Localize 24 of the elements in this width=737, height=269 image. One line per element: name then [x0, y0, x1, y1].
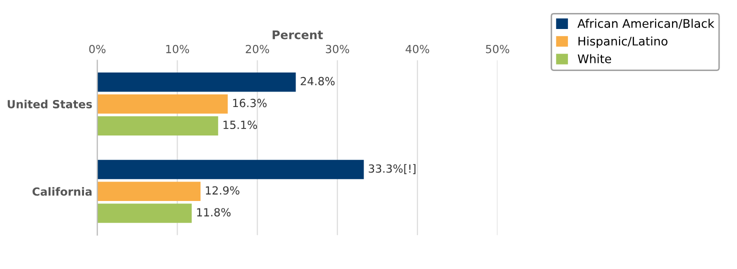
data-label: 15.1% — [224, 120, 257, 130]
bar — [97, 160, 364, 180]
data-label: 33.3%[!] — [368, 164, 416, 174]
data-label: 16.3% — [233, 98, 267, 108]
data-label: 11.8% — [197, 208, 231, 216]
x-tick-label: 10% — [166, 44, 190, 54]
data-label: 24.8% — [300, 76, 335, 86]
bar — [97, 204, 192, 223]
x-tick-label: 40% — [406, 44, 430, 54]
bar — [97, 72, 296, 92]
legend-label: White — [578, 54, 612, 64]
bar — [97, 94, 228, 114]
legend-label: African American/Black — [577, 18, 714, 29]
legend-label: Hispanic/Latino — [578, 36, 668, 48]
x-tick-label: 30% — [326, 44, 350, 54]
x-axis-title: Percent — [272, 30, 323, 40]
x-tick-label: 0% — [89, 44, 106, 54]
bar — [97, 182, 201, 202]
data-label: 12.9% — [206, 186, 240, 195]
y-tick-label: United States — [8, 100, 92, 108]
x-tick-label: 50% — [486, 44, 510, 54]
x-tick-label: 20% — [246, 44, 270, 54]
bar — [97, 116, 218, 136]
y-tick-label: California — [32, 187, 92, 196]
